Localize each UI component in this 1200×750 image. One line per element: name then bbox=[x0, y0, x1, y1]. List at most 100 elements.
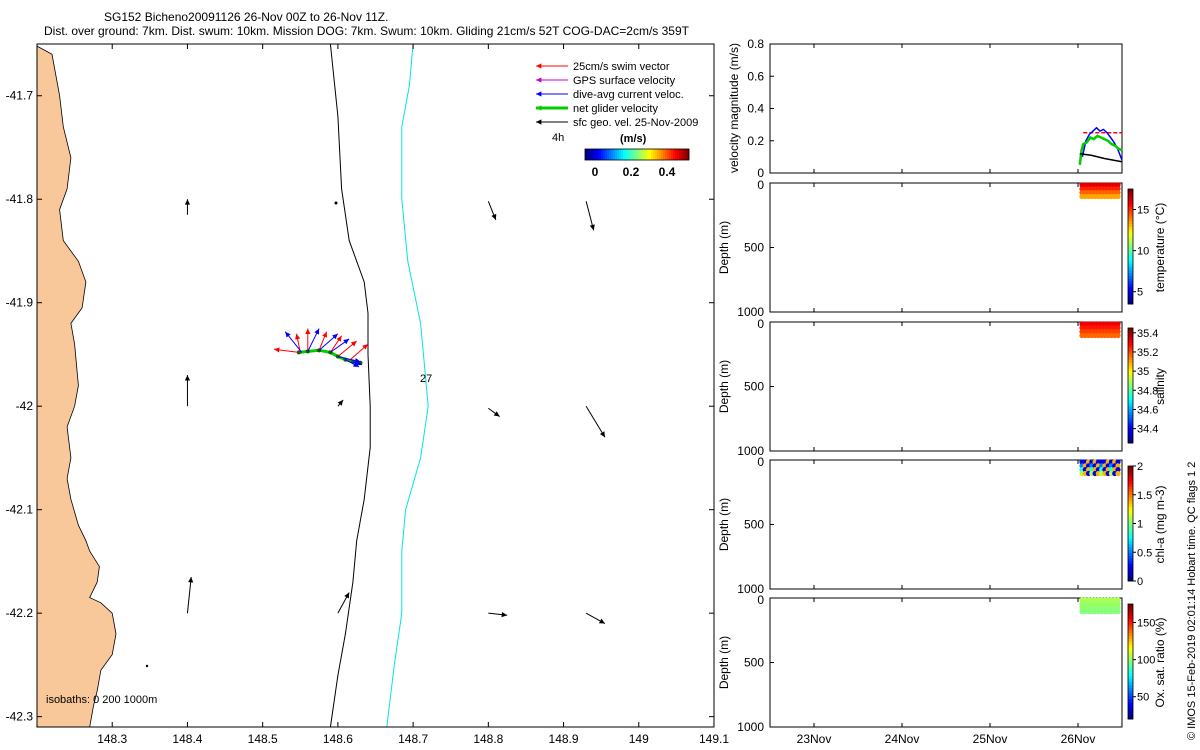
data-dot bbox=[1115, 193, 1121, 200]
islet bbox=[334, 201, 338, 205]
velocity-panel bbox=[769, 43, 1123, 174]
y-tick-label: 0 bbox=[757, 178, 764, 192]
geo-velocity-arrow bbox=[488, 612, 508, 618]
geo-velocity-arrow bbox=[184, 375, 191, 407]
y-tick-label: 1000 bbox=[737, 720, 764, 734]
date-tick-label: 23Nov bbox=[797, 732, 832, 746]
colorbar-tick-label: 100 bbox=[1137, 655, 1155, 667]
map-x-tick-label: 149.1 bbox=[699, 732, 729, 746]
swim-vector bbox=[337, 340, 358, 357]
legend-label-dac: dive-avg current veloc. bbox=[573, 89, 684, 101]
data-dot bbox=[1115, 463, 1121, 469]
legend-arrow-gps bbox=[536, 77, 568, 83]
y-tick-label: 0.8 bbox=[747, 37, 764, 51]
geo-velocity-arrow bbox=[337, 399, 344, 407]
y-tick-label: 1000 bbox=[737, 305, 764, 319]
depth-panel-1 bbox=[769, 182, 1123, 313]
colorbar-tick-label: 35 bbox=[1137, 366, 1149, 378]
speed-colorbar bbox=[584, 148, 690, 161]
data-dot bbox=[1115, 605, 1121, 611]
depth-axis-label: Depth (m) bbox=[717, 360, 731, 413]
legend-arrow-geo bbox=[536, 119, 568, 125]
colorbar-label: chl-a (mg m-3) bbox=[1153, 485, 1167, 563]
geo-velocity-arrow bbox=[585, 201, 595, 231]
colorbar-label: temperature (°C) bbox=[1153, 203, 1167, 293]
geo-velocity-arrow bbox=[585, 612, 606, 624]
colorbar-tick-label: 1.5 bbox=[1137, 490, 1152, 502]
islet bbox=[145, 664, 149, 668]
y-tick-label: 1000 bbox=[737, 444, 764, 458]
depth-panel-2 bbox=[769, 321, 1123, 452]
map-x-tick-label: 148.7 bbox=[398, 732, 428, 746]
dac-vector bbox=[307, 328, 320, 352]
depth-axis-label: Depth (m) bbox=[717, 498, 731, 551]
colorbar-tick-label: 150 bbox=[1137, 618, 1155, 630]
y-tick-label: 1000 bbox=[737, 582, 764, 596]
isobath-200m bbox=[329, 43, 371, 728]
map-y-tick-label: -42 bbox=[16, 399, 34, 413]
y-tick-label: 0.4 bbox=[747, 102, 764, 116]
isobath-note: isobaths: 0 200 1000m bbox=[46, 694, 157, 706]
colorbar-tick-label: 34.4 bbox=[1137, 424, 1158, 436]
map-x-tick-label: 148.4 bbox=[172, 732, 202, 746]
date-tick-label: 25Nov bbox=[973, 732, 1008, 746]
figure-title: SG152 Bicheno20091126 26-Nov 00Z to 26-N… bbox=[104, 10, 389, 24]
y-tick-label: 500 bbox=[744, 241, 764, 255]
colorbar-tick-label: 15 bbox=[1137, 205, 1149, 217]
map-x-tick-label: 148.9 bbox=[549, 732, 579, 746]
velocity-series-3 bbox=[1079, 152, 1123, 163]
geo-velocity-arrow bbox=[184, 199, 191, 215]
data-dot bbox=[1115, 597, 1121, 603]
isobath-1000m bbox=[386, 43, 429, 728]
swim-vector bbox=[273, 347, 299, 353]
dac-vector bbox=[284, 331, 303, 353]
depth-panel-4 bbox=[769, 597, 1123, 728]
date-tick-label: 24Nov bbox=[885, 732, 920, 746]
y-tick-label: 0.6 bbox=[747, 69, 764, 83]
colorbar-tick-label: 0.4 bbox=[659, 165, 676, 179]
data-dot bbox=[1115, 325, 1121, 331]
figure-subtitle: Dist. over ground: 7km. Dist. swum: 10km… bbox=[44, 24, 689, 38]
swim-vector bbox=[318, 331, 328, 351]
geo-velocity-arrow bbox=[487, 201, 497, 221]
map-x-tick-label: 148.3 bbox=[97, 732, 127, 746]
y-tick-label: 0.2 bbox=[747, 134, 764, 148]
colorbar-1 bbox=[1127, 188, 1136, 305]
land-mass bbox=[36, 45, 117, 728]
data-dot bbox=[1115, 470, 1121, 477]
legend-label-swim: 25cm/s swim vector bbox=[573, 61, 670, 73]
geo-velocity-arrow bbox=[585, 405, 606, 438]
map-y-tick-label: -41.9 bbox=[6, 296, 34, 310]
map-y-tick-label: -42.1 bbox=[6, 503, 34, 517]
map-y-tick-label: -42.2 bbox=[6, 606, 34, 620]
y-tick-label: 500 bbox=[744, 518, 764, 532]
legend-arrow-dac bbox=[536, 91, 568, 97]
data-dot bbox=[1115, 467, 1121, 473]
map-x-tick-label: 149 bbox=[629, 732, 649, 746]
velocity-series-2 bbox=[1078, 134, 1123, 166]
y-tick-label: 0 bbox=[757, 166, 764, 180]
colorbar-tick-label: 0 bbox=[592, 165, 599, 179]
y-tick-label: 0 bbox=[757, 455, 764, 469]
colorbar-tick-label: 2 bbox=[1137, 461, 1143, 473]
data-dot bbox=[1115, 608, 1121, 615]
contour-label: 27 bbox=[420, 373, 432, 385]
map-panel bbox=[36, 43, 715, 728]
colorbar-3 bbox=[1127, 465, 1136, 582]
velocity-series-1 bbox=[1081, 126, 1123, 161]
geo-velocity-arrow bbox=[488, 407, 500, 417]
swim-vector bbox=[348, 343, 369, 362]
map-x-tick-label: 148.8 bbox=[473, 732, 503, 746]
data-dot bbox=[1115, 329, 1121, 335]
depth-axis-label: Depth (m) bbox=[717, 636, 731, 689]
data-dot bbox=[1115, 190, 1121, 196]
y-tick-label: 500 bbox=[744, 380, 764, 394]
colorbar-tick-label: 10 bbox=[1137, 246, 1149, 258]
map-y-tick-label: -41.7 bbox=[6, 89, 34, 103]
legend-label-geo: sfc geo. vel. 25-Nov-2009 bbox=[573, 117, 698, 129]
colorbar-tick-label: 35.4 bbox=[1137, 328, 1158, 340]
depth-axis-label: Depth (m) bbox=[717, 221, 731, 274]
map-y-tick-label: -42.3 bbox=[6, 710, 34, 724]
colorbar-label: salinity bbox=[1153, 368, 1167, 405]
